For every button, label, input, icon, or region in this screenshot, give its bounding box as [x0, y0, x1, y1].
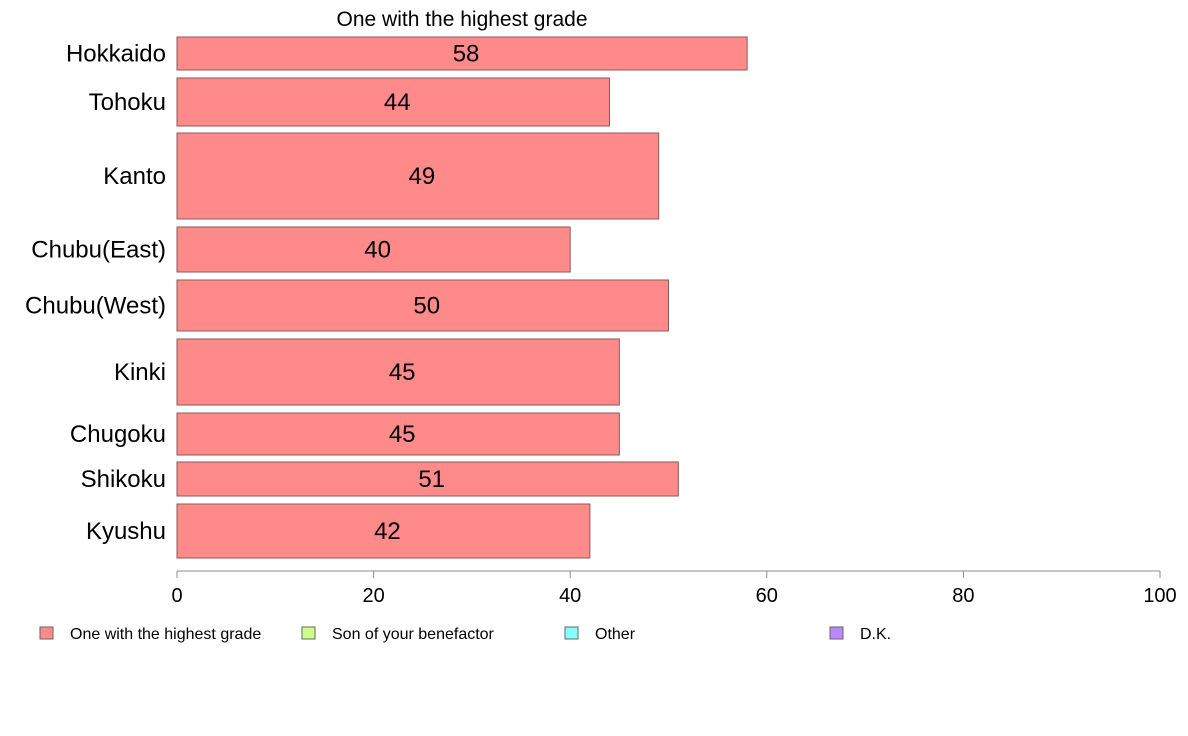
- bar-kanto: [176, 132, 660, 220]
- legend-swatch: [564, 626, 579, 640]
- legend-label: Son of your benefactor: [332, 626, 495, 643]
- category-label: Chugoku: [70, 421, 166, 448]
- category-label: Kinki: [114, 359, 166, 386]
- bars-group: [176, 36, 748, 559]
- legend-label: Other: [595, 626, 636, 643]
- bar-hokkaido: [176, 36, 748, 71]
- x-tick-label: 20: [362, 585, 384, 607]
- value-label: 51: [418, 466, 445, 493]
- legend-label: One with the highest grade: [70, 626, 261, 643]
- value-label: 42: [374, 518, 401, 545]
- legend-swatch: [829, 626, 844, 640]
- category-label: Shikoku: [81, 466, 166, 493]
- category-label: Hokkaido: [66, 41, 166, 68]
- category-label: Kyushu: [86, 518, 166, 545]
- bar-chugoku: [176, 412, 620, 456]
- value-label: 44: [384, 89, 411, 116]
- bar-tohoku: [176, 77, 611, 127]
- x-axis: 0 20 40 60 80 100: [171, 570, 1177, 607]
- value-label: 40: [364, 237, 391, 264]
- bar-shikoku: [176, 461, 679, 497]
- bar-kyushu: [176, 503, 591, 559]
- legend-swatch: [301, 626, 316, 640]
- legend: One with the highest grade Son of your be…: [39, 626, 891, 643]
- legend-swatch: [39, 626, 54, 640]
- legend-label: D.K.: [860, 626, 891, 643]
- x-tick-label: 40: [559, 585, 581, 607]
- x-tick-label: 60: [756, 585, 778, 607]
- x-tick-label: 80: [952, 585, 974, 607]
- value-label: 45: [389, 421, 416, 448]
- category-label: Tohoku: [89, 89, 166, 116]
- x-tick-label: 100: [1143, 585, 1176, 607]
- category-label: Chubu(West): [25, 293, 166, 320]
- category-label: Chubu(East): [31, 237, 166, 264]
- value-label: 45: [389, 359, 416, 386]
- value-label: 58: [453, 41, 480, 68]
- value-label: 50: [413, 293, 440, 320]
- category-label: Kanto: [103, 163, 166, 190]
- category-labels: Hokkaido Tohoku Kanto Chubu(East) Chubu(West…: [25, 41, 166, 546]
- bar-chubu-east: [176, 226, 571, 273]
- value-label: 49: [408, 163, 435, 190]
- chart-title: One with the highest grade: [337, 8, 588, 31]
- bar-kinki: [176, 338, 620, 406]
- bar-chubu-west: [176, 279, 669, 332]
- x-tick-label: 0: [171, 585, 182, 607]
